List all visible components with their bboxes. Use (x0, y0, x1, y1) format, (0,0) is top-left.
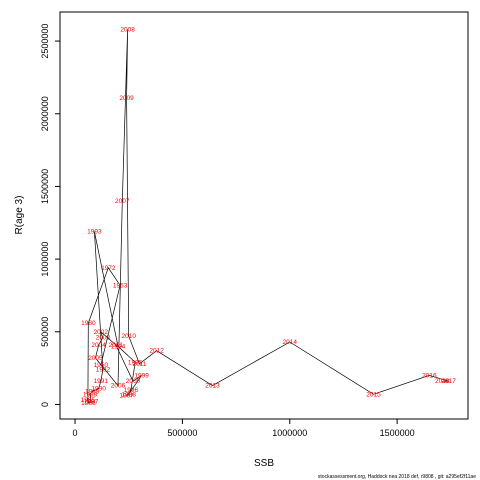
point-label: 2010 (121, 333, 136, 340)
point-label: 1999 (134, 372, 149, 379)
point-label: 1993 (87, 228, 102, 235)
x-axis: 0 500000 1000000 1500000 (73, 419, 415, 438)
point-label: 2015 (366, 391, 381, 398)
x-tick-label: 1500000 (380, 428, 415, 438)
footer-note: stockassessment.org, Haddock nea 2018 de… (318, 474, 476, 480)
y-tick-label: 1000000 (40, 242, 50, 277)
point-label: 1994 (111, 343, 126, 350)
point-label: 1985 (81, 397, 96, 404)
point-label: 2018 (435, 378, 450, 385)
point-label: 1988 (83, 391, 98, 398)
point-label: 1950 (94, 362, 109, 369)
point-label: 1989 (85, 388, 100, 395)
point-label: 1986 (81, 400, 96, 407)
point-label: 1990 (91, 385, 106, 392)
point-label: 2005 (88, 355, 103, 362)
y-tick-label: 1500000 (40, 169, 50, 204)
point-label: 2006 (111, 383, 126, 390)
point-label: 2000 (126, 378, 141, 385)
point-label: 1997 (119, 393, 134, 400)
series-line (87, 29, 449, 404)
y-tick-label: 0 (40, 402, 50, 407)
y-tick-label: 500000 (40, 317, 50, 347)
point-label: 2014 (283, 339, 298, 346)
point-label: 2016 (422, 372, 437, 379)
point-label: 1972 (101, 265, 116, 272)
plot-frame (59, 11, 469, 420)
x-tick-label: 0 (73, 428, 78, 438)
point-label: 2012 (149, 348, 164, 355)
point-label: 1987 (84, 399, 99, 406)
y-tick-label: 2000000 (40, 96, 50, 131)
point-label: 1991 (94, 378, 109, 385)
point-label: 1992 (96, 367, 111, 374)
x-tick-label: 500000 (167, 428, 197, 438)
y-axis: 0 500000 1000000 1500000 2000000 2500000 (40, 24, 60, 407)
x-tick-label: 1000000 (272, 428, 307, 438)
x-axis-title: SSB (254, 458, 274, 469)
series-line-group (87, 29, 449, 404)
point-label: 2002 (94, 329, 109, 336)
point-label: 2004 (91, 342, 106, 349)
point-label: 1980 (81, 320, 96, 327)
point-label: 2008 (120, 26, 135, 33)
point-label: 2011 (132, 361, 146, 368)
point-labels: 1950 1953 1972 1980 198519861987198819891990… (81, 26, 457, 407)
point-label: 2013 (205, 383, 220, 390)
point-label: 1996 (124, 387, 139, 394)
point-label: 1953 (113, 282, 128, 289)
y-tick-label: 2500000 (40, 24, 50, 59)
y-axis-title: R(age 3) (14, 196, 25, 235)
point-label: 2009 (119, 95, 134, 102)
point-label: 2001 (109, 342, 124, 349)
point-label: 1995 (128, 359, 143, 366)
point-label: 1998 (121, 391, 136, 398)
point-label: 2007 (115, 198, 130, 205)
point-label: 2017 (441, 378, 456, 385)
point-label: 2003 (96, 335, 111, 342)
